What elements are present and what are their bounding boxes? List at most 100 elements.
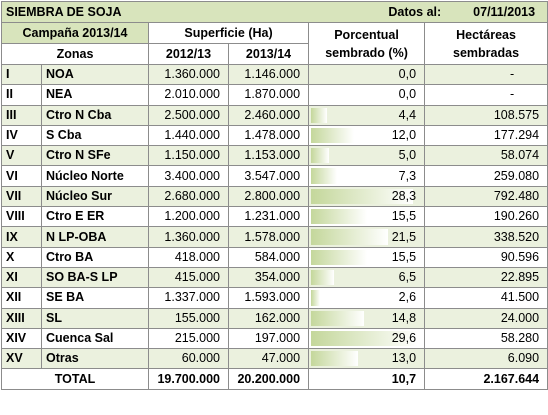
date-label: Datos al: bbox=[388, 4, 442, 19]
area-2013: 584.000 bbox=[227, 246, 310, 268]
percent-value: 0,0 bbox=[398, 87, 417, 102]
table-row: IX N LP-OBA 1.360.000 1.578.000 21,5 338.520 bbox=[1, 226, 548, 248]
table-row: III Ctro N Cba 2.500.000 2.460.000 4,4 108.57… bbox=[1, 104, 548, 126]
percent-value: 2,6 bbox=[398, 290, 417, 305]
total-area-2012: 19.700.000 bbox=[148, 368, 229, 391]
percent-bar bbox=[311, 351, 359, 367]
title-row: SIEMBRA DE SOJA Datos al: 07/11/2013 bbox=[0, 1, 548, 23]
percent-sown: 0,0 bbox=[308, 63, 426, 86]
zone-name: N LP-OBA bbox=[41, 226, 149, 248]
percent-bar bbox=[311, 209, 368, 225]
area-2012: 1.440.000 bbox=[148, 124, 229, 147]
area-2013: 3.547.000 bbox=[227, 165, 310, 187]
table-row: IV S Cba 1.440.000 1.478.000 12,0 177.294 bbox=[1, 124, 548, 147]
percent-bar bbox=[311, 148, 330, 164]
area-2013: 1.593.000 bbox=[227, 287, 310, 309]
table-row: II NEA 2.010.000 1.870.000 0,0- bbox=[1, 84, 548, 106]
porcentual-header-line2: sembrado (%) bbox=[325, 45, 408, 60]
zone-name: Núcleo Sur bbox=[41, 185, 149, 208]
hectares-sown: - bbox=[424, 84, 548, 106]
hectareas-header-line2: sembradas bbox=[453, 45, 520, 60]
percent-sown: 6,5 bbox=[308, 266, 426, 289]
percent-bar bbox=[311, 229, 389, 245]
percent-value: 4,4 bbox=[398, 107, 417, 122]
zone-number: VII bbox=[1, 185, 42, 208]
area-2012: 2.010.000 bbox=[148, 84, 229, 106]
area-2012: 1.360.000 bbox=[148, 226, 229, 248]
percent-sown: 28,3 bbox=[308, 185, 426, 208]
superficie-header: Superficie (Ha) bbox=[147, 22, 310, 44]
percent-sown: 2,6 bbox=[308, 287, 426, 309]
zone-number: XIV bbox=[1, 327, 42, 350]
percent-sown: 4,4 bbox=[308, 104, 426, 126]
area-2013: 1.578.000 bbox=[227, 226, 310, 248]
area-2013: 47.000 bbox=[227, 348, 310, 370]
total-label: TOTAL bbox=[1, 368, 149, 391]
hectares-sown: 190.260 bbox=[424, 206, 548, 228]
percent-bar bbox=[311, 168, 338, 184]
zone-name: Otras bbox=[41, 348, 149, 370]
zone-number: X bbox=[1, 246, 42, 268]
area-2013: 197.000 bbox=[227, 327, 310, 350]
area-2012: 2.500.000 bbox=[148, 104, 229, 126]
table-title: SIEMBRA DE SOJA bbox=[0, 1, 309, 23]
date-value: 07/11/2013 bbox=[473, 4, 536, 19]
year-2013-header: 2013/14 bbox=[227, 43, 310, 65]
percent-sown: 15,5 bbox=[308, 206, 426, 228]
total-row: TOTAL 19.700.000 20.200.000 10,7 2.167.644 bbox=[1, 368, 548, 391]
area-2013: 1.153.000 bbox=[227, 145, 310, 167]
hectares-sown: - bbox=[424, 63, 548, 86]
area-2012: 418.000 bbox=[148, 246, 229, 268]
table-row: VI Núcleo Norte 3.400.000 3.547.000 7,3 259.0… bbox=[1, 165, 548, 187]
percent-sown: 29,6 bbox=[308, 327, 426, 350]
percent-value: 15,5 bbox=[391, 249, 417, 264]
percent-value: 7,3 bbox=[398, 168, 417, 183]
hectareas-header: Hectáreas sembradas bbox=[424, 22, 548, 65]
zone-number: XI bbox=[1, 266, 42, 289]
hectares-sown: 58.280 bbox=[424, 327, 548, 350]
area-2012: 415.000 bbox=[148, 266, 229, 289]
zone-name: Ctro E ER bbox=[41, 206, 149, 228]
hectares-sown: 41.500 bbox=[424, 287, 548, 309]
percent-value: 15,5 bbox=[391, 209, 417, 224]
percent-bar bbox=[311, 310, 365, 326]
zone-number: VIII bbox=[1, 206, 42, 228]
percent-bar bbox=[311, 249, 368, 265]
header-row-1: Campaña 2013/14 Superficie (Ha) Porcentu… bbox=[1, 22, 548, 65]
table-row: XII SE BA 1.337.000 1.593.000 2,6 41.500 bbox=[1, 287, 548, 309]
area-2012: 1.337.000 bbox=[148, 287, 229, 309]
area-2012: 2.680.000 bbox=[148, 185, 229, 208]
table-row: VII Núcleo Sur 2.680.000 2.800.000 28,3 792.4… bbox=[1, 185, 548, 208]
date-cell: Datos al: 07/11/2013 bbox=[308, 1, 548, 23]
percent-value: 21,5 bbox=[391, 229, 417, 244]
percent-value: 0,0 bbox=[398, 67, 417, 82]
hectares-sown: 108.575 bbox=[424, 104, 548, 126]
zonas-header: Zonas bbox=[1, 43, 149, 65]
percent-bar bbox=[311, 269, 335, 286]
percent-bar bbox=[311, 107, 328, 123]
area-2013: 1.231.000 bbox=[227, 206, 310, 228]
percent-value: 14,8 bbox=[391, 310, 417, 325]
zone-name: NOA bbox=[41, 63, 149, 86]
zone-name: SO BA-S LP bbox=[41, 266, 149, 289]
hectares-sown: 24.000 bbox=[424, 307, 548, 329]
zone-number: IX bbox=[1, 226, 42, 248]
zone-name: SL bbox=[41, 307, 149, 329]
area-2012: 155.000 bbox=[148, 307, 229, 329]
percent-bar bbox=[311, 127, 355, 144]
hectares-sown: 338.520 bbox=[424, 226, 548, 248]
table-row: XV Otras 60.000 47.000 13,0 6.090 bbox=[1, 348, 548, 370]
zone-number: II bbox=[1, 84, 42, 106]
hectares-sown: 259.080 bbox=[424, 165, 548, 187]
area-2013: 1.146.000 bbox=[227, 63, 310, 86]
zone-number: XV bbox=[1, 348, 42, 370]
zone-number: I bbox=[1, 63, 42, 86]
percent-value: 28,3 bbox=[391, 188, 417, 203]
percent-sown: 7,3 bbox=[308, 165, 426, 187]
zone-number: XIII bbox=[1, 307, 42, 329]
percent-sown: 21,5 bbox=[308, 226, 426, 248]
area-2013: 1.478.000 bbox=[227, 124, 310, 147]
table-row: XIII SL 155.000 162.000 14,8 24.000 bbox=[1, 307, 548, 329]
hectares-sown: 6.090 bbox=[424, 348, 548, 370]
